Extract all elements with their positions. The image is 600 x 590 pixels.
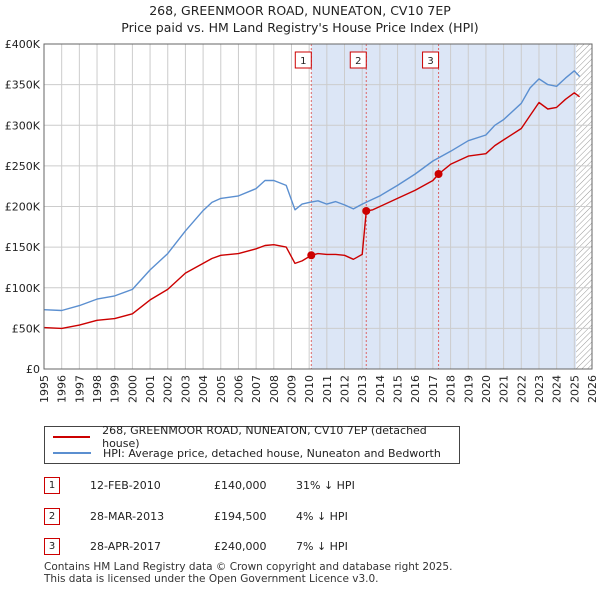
x-tick-label: 2013 <box>356 375 369 403</box>
x-tick-label: 2014 <box>374 375 387 403</box>
sale-price: £194,500 <box>214 510 267 523</box>
sale-price: £140,000 <box>214 479 267 492</box>
x-tick-label: 2017 <box>427 375 440 403</box>
x-tick-label: 2001 <box>144 375 157 403</box>
x-tick-label: 1996 <box>56 375 69 403</box>
x-tick-label: 2025 <box>568 375 581 403</box>
y-tick-label: £100K <box>5 282 41 295</box>
sale-badge: 1 <box>44 477 60 494</box>
sale-point <box>362 206 371 215</box>
legend-swatch-property <box>53 436 91 438</box>
sale-marker-label: 1 <box>300 56 306 67</box>
x-tick-label: 2004 <box>197 375 210 403</box>
x-tick-label: 2006 <box>232 375 245 403</box>
sale-date: 12-FEB-2010 <box>90 479 161 492</box>
chart-legend: 268, GREENMOOR ROAD, NUNEATON, CV10 7EP … <box>44 424 460 464</box>
x-tick-label: 2009 <box>285 375 298 403</box>
legend-item-hpi: HPI: Average price, detached house, Nune… <box>53 445 441 461</box>
sale-date: 28-MAR-2013 <box>90 510 165 523</box>
y-tick-label: £250K <box>5 160 41 173</box>
sale-point <box>307 251 316 260</box>
x-tick-label: 2015 <box>392 375 405 403</box>
y-tick-label: £150K <box>5 241 41 254</box>
y-tick-label: £0 <box>26 363 40 376</box>
x-tick-label: 2024 <box>551 375 564 403</box>
x-tick-label: 2007 <box>250 375 263 403</box>
sale-point <box>434 170 443 178</box>
x-tick-label: 2000 <box>126 375 139 403</box>
x-tick-label: 2010 <box>303 375 316 403</box>
y-tick-label: £300K <box>5 119 41 132</box>
property-price-line <box>43 92 581 330</box>
sale-marker-box <box>294 51 312 69</box>
price-chart: 1 2 3 £0 £50K £100K £150K £200K £250K £300K £350K… <box>5 38 599 403</box>
chart-subtitle: Price paid vs. HM Land Registry's House … <box>121 20 479 35</box>
x-tick-label: 2026 <box>586 375 599 403</box>
x-tick-label: 2018 <box>445 375 458 403</box>
sale-price: £240,000 <box>214 540 267 553</box>
x-tick-label: 2002 <box>162 375 175 403</box>
y-tick-label: £50K <box>12 322 41 335</box>
x-tick-label: 2012 <box>339 375 352 403</box>
x-tick-label: 2016 <box>409 375 422 403</box>
x-tick-label: 2019 <box>462 375 475 403</box>
plot-border <box>43 43 593 370</box>
x-tick-label: 2008 <box>268 375 281 403</box>
legend-swatch-hpi <box>53 452 91 454</box>
x-tick-label: 2021 <box>498 375 511 403</box>
sale-badge: 3 <box>44 538 60 555</box>
sale-marker-label: 2 <box>355 56 361 67</box>
sale-marker-box <box>422 51 440 69</box>
y-tick-label: £200K <box>5 201 41 214</box>
x-tick-label: 2022 <box>515 375 528 403</box>
sale-marker-label: 3 <box>427 56 433 67</box>
sale-hpi-diff: 31% ↓ HPI <box>296 479 355 492</box>
y-tick-label: £400K <box>5 38 41 51</box>
footer-copyright: Contains HM Land Registry data © Crown c… <box>44 561 453 573</box>
x-tick-label: 2003 <box>179 375 192 403</box>
legend-label-hpi: HPI: Average price, detached house, Nune… <box>103 446 441 460</box>
sale-marker-box <box>349 51 367 69</box>
x-tick-label: 1997 <box>73 375 86 403</box>
x-tick-label: 1995 <box>38 375 51 403</box>
sale-date: 28-APR-2017 <box>90 540 162 553</box>
legend-item-property: 268, GREENMOOR ROAD, NUNEATON, CV10 7EP … <box>53 424 459 450</box>
legend-label-property: 268, GREENMOOR ROAD, NUNEATON, CV10 7EP … <box>102 424 427 450</box>
sale-badge: 2 <box>44 508 60 525</box>
hpi-line <box>43 70 581 312</box>
y-tick-label: £350K <box>5 79 41 92</box>
sale-hpi-diff: 4% ↓ HPI <box>296 510 348 523</box>
x-tick-label: 1999 <box>109 375 122 403</box>
x-tick-label: 2020 <box>480 375 493 403</box>
x-tick-label: 2023 <box>533 375 546 403</box>
footer-licence: This data is licensed under the Open Gov… <box>44 573 379 585</box>
x-tick-label: 2005 <box>215 375 228 403</box>
x-tick-label: 2011 <box>321 375 334 403</box>
x-tick-label: 1998 <box>91 375 104 403</box>
chart-title: 268, GREENMOOR ROAD, NUNEATON, CV10 7EP <box>149 3 451 18</box>
sale-hpi-diff: 7% ↓ HPI <box>296 540 348 553</box>
